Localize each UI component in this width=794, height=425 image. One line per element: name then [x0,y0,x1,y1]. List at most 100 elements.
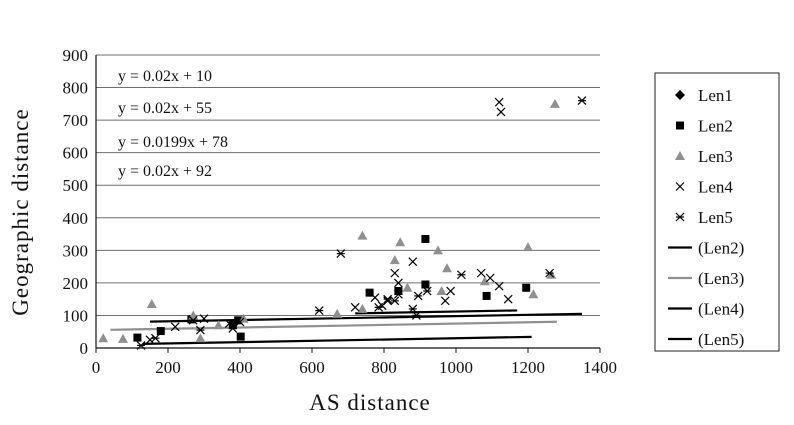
point-s4-4 [228,324,238,333]
y-tick-label-400: 400 [63,209,89,228]
axes [95,55,601,353]
gridlines [96,54,600,316]
x-tick-label-200: 200 [155,358,181,377]
y-tick-label-0: 0 [80,339,89,358]
point-s2-13 [433,245,443,255]
point-s4-1 [150,333,160,343]
point-s2-17 [523,242,533,252]
point-s4-11 [408,304,418,314]
point-s1-9 [421,280,430,289]
equation-len3: y = 0.02x + 55 [118,100,212,117]
point-s4-8 [383,294,393,304]
point-s3-9 [390,268,400,278]
point-s2-7 [332,308,343,318]
point-s3-16 [494,281,504,291]
data-points [98,96,587,350]
trend-lines [110,309,583,345]
point-s2-12 [402,282,413,292]
trendline-6 [110,320,557,331]
x-axis-title: AS distance [309,390,431,415]
point-s3-14 [476,268,486,278]
point-s1-11 [522,283,531,292]
y-tick-label-600: 600 [63,144,89,163]
point-s1-5 [228,321,237,330]
point-s2-4 [195,333,206,343]
point-s3-13 [446,286,456,296]
x-tick-label-1000: 1000 [439,358,473,377]
legend: Len1 Len2 Len3 Len4 Len5 (Len2) (Len3) (Len4) (L… [654,72,780,352]
point-s4-7 [374,302,384,312]
x-tick-label-1400: 1400 [583,358,617,377]
point-s1-7 [394,287,403,296]
point-s2-18 [528,289,539,299]
point-s3-10 [393,278,403,288]
x-tick-label-400: 400 [227,358,253,377]
legend-label-8: (Len5) [698,330,744,349]
legend-swatch-2 [675,151,685,160]
point-s4-9 [390,296,400,306]
plot-area [96,55,600,348]
point-s3-5 [350,302,360,312]
x-tick-label-0: 0 [92,358,101,377]
point-s4-17 [577,96,587,106]
legend-swatch-1 [676,121,684,130]
legend-label-2: Len3 [698,147,733,166]
legend-label-0: Len1 [698,86,733,105]
legend-swatch-3 [675,182,685,191]
tick-labels: 0 100 200 300 400 500 600 700 800 900 0 200 400 600 80… [63,46,618,377]
x-tick-label-1200: 1200 [511,358,545,377]
point-s4-10 [393,289,403,299]
point-s1-6 [365,288,374,297]
point-s4-3 [195,325,205,335]
y-tick-label-100: 100 [63,306,89,325]
point-s1-8 [421,234,430,243]
trendline-7 [149,312,583,323]
point-s3-12 [440,296,450,306]
point-s3-8 [383,296,393,306]
y-tick-label-300: 300 [63,241,89,260]
point-s4-5 [314,306,324,315]
point-s3-3 [224,319,234,329]
point-s2-8 [357,230,368,240]
equation-len2: y = 0.02x + 10 [118,68,212,85]
point-s4-15 [456,270,466,280]
legend-label-4: Len5 [698,208,733,227]
point-s1-1 [156,327,165,336]
legend-box [654,72,780,352]
point-s3-15 [485,273,495,283]
legend-label-3: Len4 [698,178,733,197]
point-s3-11 [408,257,418,267]
point-s2-14 [436,286,447,296]
point-s2-2 [146,299,157,309]
x-tick-label-800: 800 [371,358,397,377]
trendline-5 [142,335,532,345]
legend-swatch-4 [675,212,685,222]
point-s3-2 [199,314,209,324]
y-tick-label-800: 800 [63,79,89,98]
point-s3-1 [170,322,180,332]
y-tick-label-900: 900 [63,46,89,65]
point-s4-12 [411,311,421,320]
equation-annotations: y = 0.02x + 10 y = 0.02x + 55 y = 0.0199… [118,68,228,180]
point-s3-18 [496,107,506,117]
point-s2-1 [118,333,128,343]
point-s2-0 [98,333,109,343]
point-s3-6 [370,293,380,302]
point-s2-20 [550,98,560,108]
point-s4-6 [336,249,346,259]
point-s3-0 [145,335,155,345]
y-tick-label-500: 500 [63,176,89,195]
point-s4-13 [413,291,423,301]
legend-label-5: (Len2) [698,239,744,258]
point-s3-19 [503,294,513,304]
legend-label-1: Len2 [698,117,733,136]
point-s2-15 [442,263,452,273]
point-s2-10 [389,255,400,265]
point-s2-9 [357,303,368,313]
equation-len5: y = 0.02x + 92 [118,163,212,180]
point-s1-4 [236,332,245,341]
point-s3-4 [235,317,245,327]
point-s1-0 [133,333,142,342]
point-s2-5 [213,320,224,330]
